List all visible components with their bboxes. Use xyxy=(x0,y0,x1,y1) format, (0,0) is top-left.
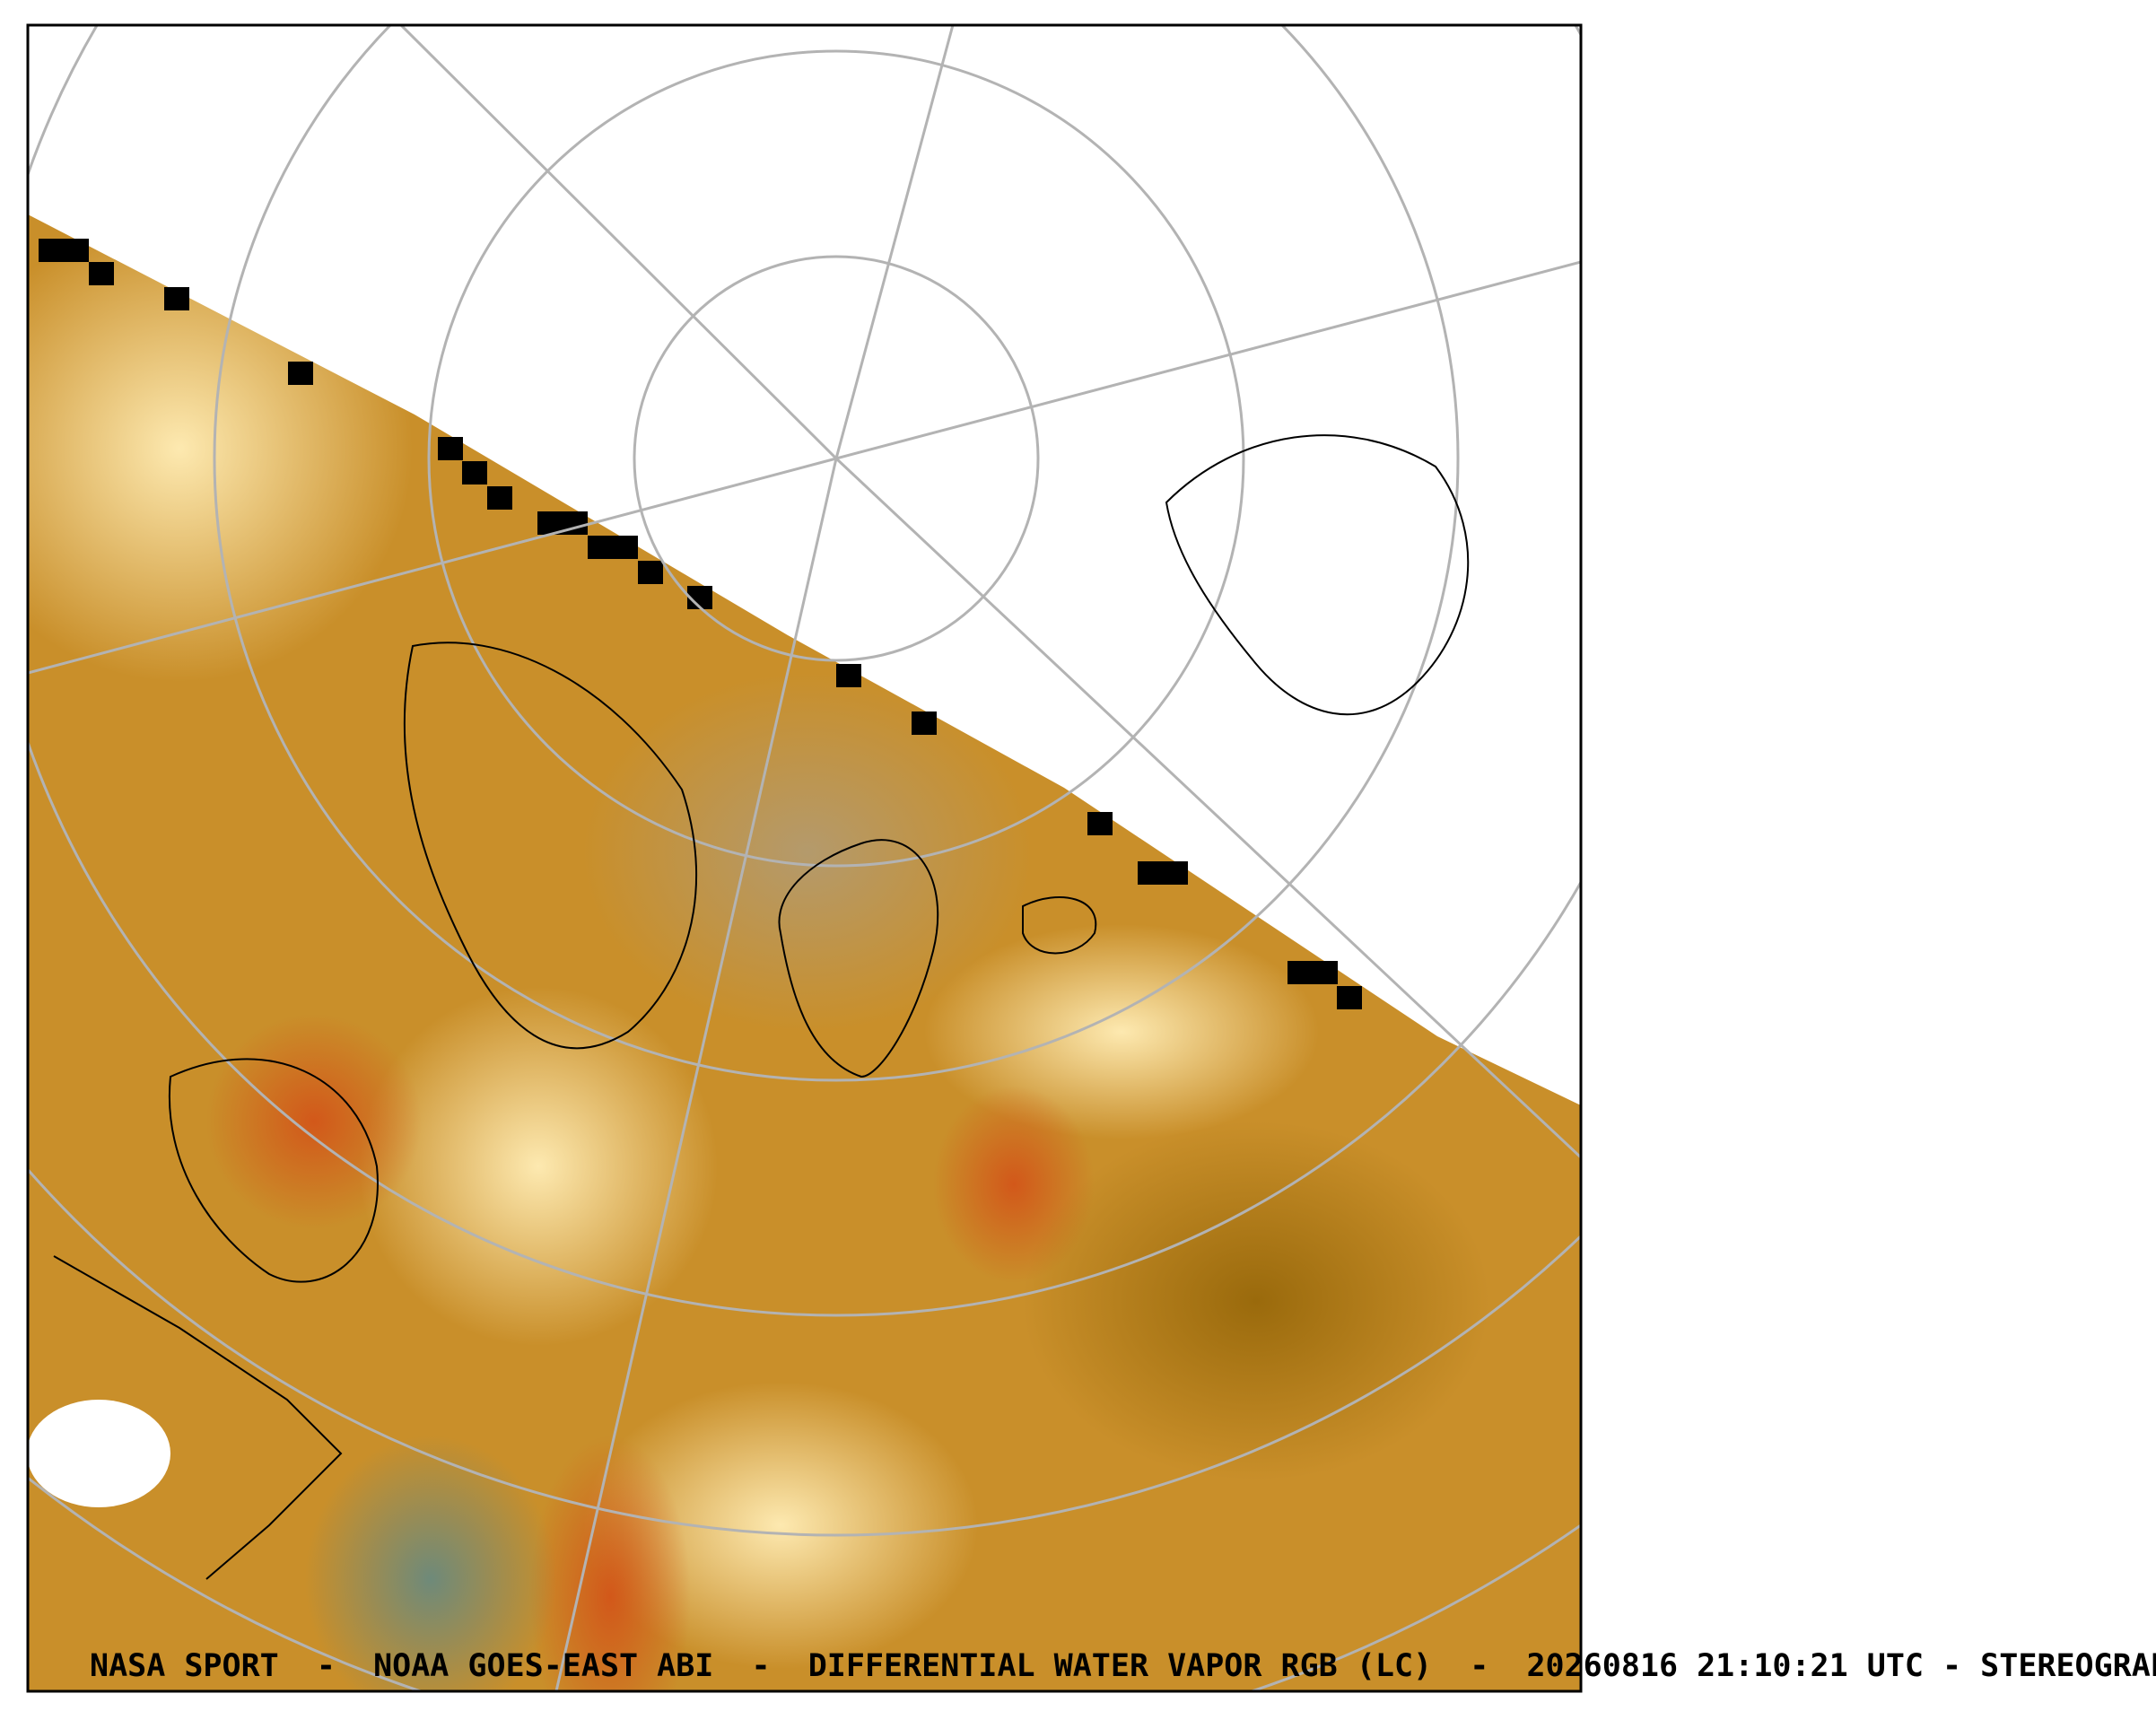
cloud-gap xyxy=(28,1400,170,1507)
caption: NASA SPORT - NOAA GOES-EAST ABI - DIFFER… xyxy=(90,1648,2156,1684)
dry-area xyxy=(359,987,718,1346)
coastlines xyxy=(53,434,1470,1580)
map-frame xyxy=(26,23,1583,1693)
mixed-area xyxy=(583,673,1032,1032)
dry-area xyxy=(924,924,1319,1139)
cool-area xyxy=(305,1436,556,1691)
no-data-area xyxy=(28,25,1581,1105)
moist-area xyxy=(206,1014,422,1229)
dark-area xyxy=(1023,1122,1489,1480)
